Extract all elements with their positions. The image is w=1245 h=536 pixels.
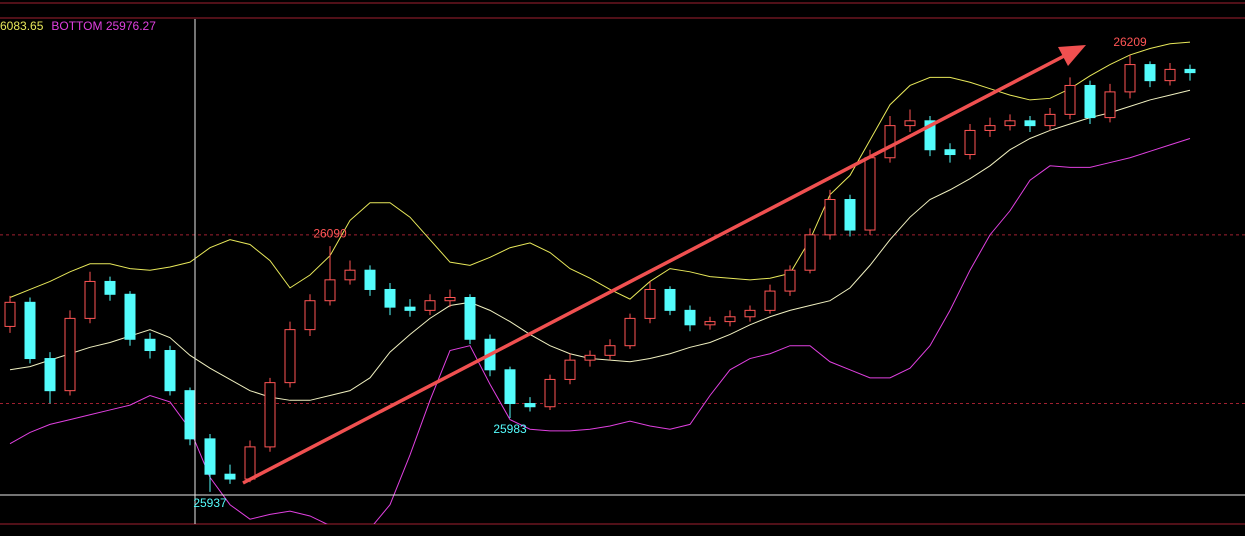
candle-body [404, 306, 416, 311]
candle-body [464, 297, 476, 340]
candle-body [4, 301, 16, 327]
extreme-label: 26090 [313, 226, 347, 240]
candle-body [1044, 113, 1056, 127]
candle-body [384, 288, 396, 308]
candle-body [1004, 120, 1016, 127]
candle-body [724, 316, 736, 323]
candle-body [544, 378, 556, 408]
candle-body [704, 321, 716, 326]
candle-body [164, 350, 176, 392]
candle-body [84, 280, 96, 319]
candle-body [964, 129, 976, 156]
candle-body [224, 473, 236, 480]
candles [4, 54, 1196, 492]
candle-body [504, 369, 516, 405]
candle-body [24, 301, 36, 360]
candle-body [944, 149, 956, 156]
candle-body [564, 359, 576, 380]
candle-body [1144, 64, 1156, 82]
candle-body [1124, 64, 1136, 93]
candle-body [144, 338, 156, 352]
candle-body [804, 234, 816, 271]
candle-body [864, 157, 876, 231]
header-text: BOTTOM 25976.27 [51, 19, 156, 33]
candle-body [364, 269, 376, 290]
candle-body [664, 288, 676, 311]
header: 6083.65 BOTTOM 25976.27 [0, 19, 156, 33]
band-line [9, 41, 1191, 300]
arrow-head [1058, 45, 1086, 66]
candle-body [904, 120, 916, 127]
header-text: 6083.65 [0, 19, 44, 33]
candle-body [644, 288, 656, 319]
band-line [9, 89, 1191, 401]
candle-body [244, 446, 256, 480]
candle-body [424, 300, 436, 311]
candle-body [44, 358, 56, 392]
candle-body [624, 317, 636, 347]
trend-arrow [242, 45, 1086, 485]
candle-body [784, 269, 796, 292]
candle-body [1084, 84, 1096, 119]
candle-body [884, 125, 896, 159]
extreme-label: 25983 [493, 422, 527, 436]
candle-body [104, 280, 116, 295]
candle-body [284, 329, 296, 384]
candle-body [344, 269, 356, 281]
candle-body [764, 290, 776, 311]
arrow-shaft [242, 53, 1067, 485]
candle-body [124, 293, 136, 340]
candle-body [684, 309, 696, 326]
candle-body [824, 199, 836, 236]
candle-body [1164, 68, 1176, 82]
candle-body [304, 300, 316, 331]
candle-body [1104, 91, 1116, 119]
candle-body [584, 354, 596, 361]
candle-body [744, 309, 756, 318]
extreme-label: 25937 [193, 496, 227, 510]
candle-body [604, 345, 616, 356]
candle-body [204, 438, 216, 475]
candle-body [264, 382, 276, 448]
candle-body [984, 125, 996, 131]
candle-body [444, 297, 456, 302]
candle-body [1064, 84, 1076, 115]
candle-body [924, 120, 936, 151]
candle-body [524, 403, 536, 408]
candle-body [64, 317, 76, 392]
extreme-label: 26209 [1113, 35, 1147, 49]
candle-body [844, 199, 856, 231]
labels: 26090 25937 25983 26209 [193, 35, 1147, 510]
candle-body [184, 390, 196, 440]
candle-body [1184, 68, 1196, 74]
candle-body [1024, 120, 1036, 127]
candle-body [324, 279, 336, 302]
